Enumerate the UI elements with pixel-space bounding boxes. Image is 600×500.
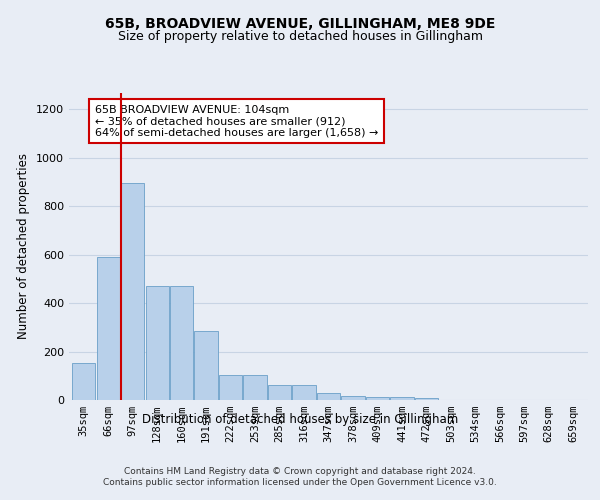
Text: 65B BROADVIEW AVENUE: 104sqm
← 35% of detached houses are smaller (912)
64% of s: 65B BROADVIEW AVENUE: 104sqm ← 35% of de… [95,104,378,138]
Bar [72,363,95,400]
Text: Distribution of detached houses by size in Gillingham: Distribution of detached houses by size … [142,412,458,426]
Bar [97,257,120,400]
Bar [341,396,365,400]
Text: Size of property relative to detached houses in Gillingham: Size of property relative to detached ho… [118,30,482,43]
Bar [268,385,291,400]
Bar [244,375,266,400]
Bar [292,385,316,400]
Bar [391,397,413,400]
Bar [194,331,218,400]
Bar [146,286,169,400]
Bar [366,397,389,400]
Bar [121,184,144,400]
Bar [170,286,193,400]
Y-axis label: Number of detached properties: Number of detached properties [17,153,31,339]
Text: 65B, BROADVIEW AVENUE, GILLINGHAM, ME8 9DE: 65B, BROADVIEW AVENUE, GILLINGHAM, ME8 9… [105,18,495,32]
Bar [219,375,242,400]
Bar [317,394,340,400]
Text: Contains HM Land Registry data © Crown copyright and database right 2024.
Contai: Contains HM Land Registry data © Crown c… [103,468,497,487]
Bar [415,398,438,400]
